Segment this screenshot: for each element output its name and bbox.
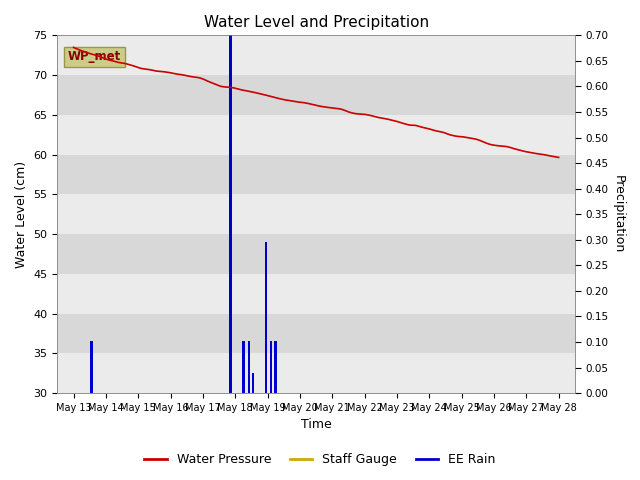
Bar: [275, 341, 277, 393]
Y-axis label: Precipitation: Precipitation: [612, 175, 625, 253]
Bar: [58, 353, 575, 393]
Bar: [58, 274, 575, 313]
Y-axis label: Water Level (cm): Water Level (cm): [15, 161, 28, 268]
Bar: [248, 341, 250, 393]
Text: WP_met: WP_met: [68, 50, 121, 63]
Bar: [90, 341, 93, 393]
Bar: [58, 75, 575, 115]
Bar: [269, 341, 272, 393]
Title: Water Level and Precipitation: Water Level and Precipitation: [204, 15, 429, 30]
Bar: [58, 36, 575, 75]
Bar: [58, 155, 575, 194]
Bar: [252, 373, 254, 393]
Bar: [229, 36, 232, 393]
Bar: [58, 194, 575, 234]
Legend: Water Pressure, Staff Gauge, EE Rain: Water Pressure, Staff Gauge, EE Rain: [139, 448, 501, 471]
Bar: [242, 341, 244, 393]
X-axis label: Time: Time: [301, 419, 332, 432]
Bar: [58, 115, 575, 155]
Bar: [265, 242, 268, 393]
Bar: [58, 234, 575, 274]
Bar: [58, 313, 575, 353]
